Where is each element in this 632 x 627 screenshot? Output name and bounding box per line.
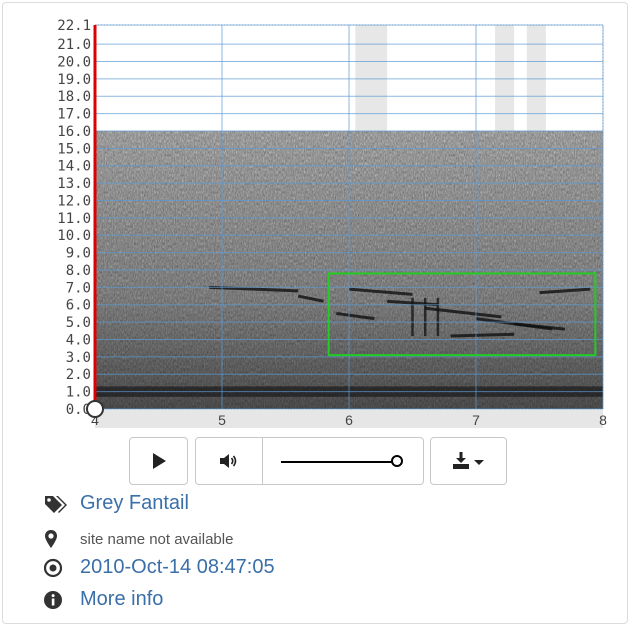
y-tick-label: 11.0 bbox=[57, 211, 91, 227]
x-tick-label: 4 bbox=[91, 412, 99, 428]
x-tick-label: 5 bbox=[218, 412, 226, 428]
datetime-row: 2010-Oct-14 08:47:05 bbox=[44, 556, 275, 579]
playhead-handle[interactable] bbox=[86, 400, 104, 418]
map-marker-icon bbox=[44, 528, 70, 550]
x-tick-label: 8 bbox=[599, 412, 607, 428]
y-tick-label: 12.0 bbox=[57, 193, 91, 209]
spectrogram-panel[interactable]: 0.0 1.0 2.0 3.0 4.0 5.0 6.0 7.0 8.0 9.0 10.0 11.0 12… bbox=[0, 0, 632, 432]
x-tick-label: 6 bbox=[345, 412, 353, 428]
y-tick-label: 7.0 bbox=[66, 280, 91, 296]
y-tick-label: 10.0 bbox=[57, 228, 91, 244]
species-link[interactable]: Grey Fantail bbox=[80, 492, 189, 514]
play-button[interactable] bbox=[129, 437, 188, 485]
y-tick-label: 6.0 bbox=[66, 298, 91, 314]
y-tick-label: 2.0 bbox=[66, 367, 91, 383]
download-icon bbox=[452, 452, 484, 469]
y-tick-label: 0.0 bbox=[66, 402, 91, 418]
selection-box[interactable] bbox=[327, 272, 597, 357]
y-axis: 0.01.0 2.03.0 4.05.06.0 7.08.09.0 10.011.0 12… bbox=[57, 18, 91, 418]
more-info-link[interactable]: More info bbox=[80, 588, 164, 610]
mute-button[interactable] bbox=[196, 438, 263, 484]
y-tick-label: 13.0 bbox=[57, 176, 91, 192]
spectrogram[interactable]: 0.01.0 2.03.0 4.05.06.0 7.08.09.0 10.011.0 12… bbox=[0, 0, 632, 432]
y-tick-label: 1.0 bbox=[66, 385, 91, 401]
volume-control bbox=[195, 437, 424, 485]
y-tick-label: 9.0 bbox=[66, 246, 91, 262]
site-row: site name not available bbox=[44, 528, 233, 550]
chevron-down-icon bbox=[473, 460, 484, 465]
volume-slider[interactable] bbox=[263, 438, 423, 484]
volume-icon bbox=[220, 454, 237, 468]
y-tick-label: 18.0 bbox=[57, 89, 91, 105]
x-tick-label: 7 bbox=[472, 412, 480, 428]
y-tick-label: 5.0 bbox=[66, 315, 91, 331]
y-tick-label: 8.0 bbox=[66, 263, 91, 279]
datetime-link[interactable]: 2010-Oct-14 08:47:05 bbox=[80, 556, 275, 578]
more-info-row: More info bbox=[44, 588, 163, 611]
volume-slider-track bbox=[281, 461, 397, 463]
play-icon bbox=[152, 453, 166, 469]
y-tick-label: 20.0 bbox=[57, 54, 91, 70]
y-tick-label: 17.0 bbox=[57, 107, 91, 123]
y-tick-label: 19.0 bbox=[57, 72, 91, 88]
y-tick-label: 21.0 bbox=[57, 37, 91, 53]
y-tick-label: 14.0 bbox=[57, 159, 91, 175]
y-tick-label: 15.0 bbox=[57, 141, 91, 157]
info-icon bbox=[44, 589, 70, 611]
volume-slider-handle[interactable] bbox=[391, 455, 403, 467]
species-row: Grey Fantail bbox=[44, 492, 189, 515]
record-time-icon bbox=[44, 557, 70, 579]
site-name: site name not available bbox=[80, 530, 234, 548]
y-tick-label: 4.0 bbox=[66, 332, 91, 348]
player-controls bbox=[0, 437, 632, 489]
y-tick-label: 16.0 bbox=[57, 124, 91, 140]
tags-icon bbox=[44, 493, 70, 515]
x-axis: 4 5 6 7 8 bbox=[91, 410, 607, 428]
download-dropdown-button[interactable] bbox=[430, 437, 507, 485]
y-tick-label: 22.1 bbox=[57, 18, 91, 34]
y-tick-label: 3.0 bbox=[66, 350, 91, 366]
